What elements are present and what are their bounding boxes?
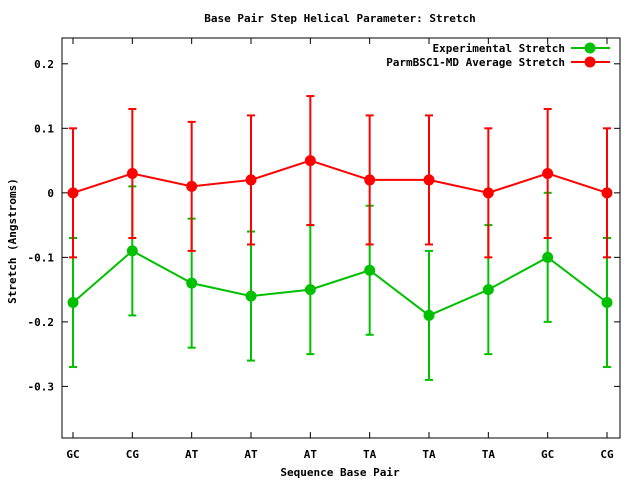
data-point (423, 174, 435, 186)
series-line (72, 159, 608, 194)
series-layer (67, 95, 613, 381)
data-point (423, 309, 435, 321)
legend-marker (584, 42, 596, 54)
legend-marker (584, 56, 596, 68)
x-tick-label: TA (422, 448, 436, 461)
x-tick-label: GC (541, 448, 554, 461)
y-axis-ticks: 0.2 0.1 0 -0.1 -0.2 -0.3 (28, 58, 620, 393)
legend-label: ParmBSC1-MD Average Stretch (386, 56, 565, 69)
legend-label: Experimental Stretch (433, 42, 565, 55)
data-point (186, 277, 198, 289)
plot-frame (61, 37, 621, 439)
data-point (364, 264, 376, 276)
data-point (542, 167, 554, 179)
x-axis-label: Sequence Base Pair (280, 466, 400, 479)
data-point (601, 297, 613, 309)
x-tick-label: AT (185, 448, 199, 461)
data-point (67, 187, 79, 199)
series-line (72, 249, 608, 317)
series-1 (67, 185, 613, 381)
chart-title: Base Pair Step Helical Parameter: Stretc… (204, 12, 476, 25)
data-point (126, 245, 138, 257)
y-axis-label: Stretch (Angstroms) (6, 178, 19, 304)
data-point (304, 155, 316, 167)
data-point (482, 284, 494, 296)
x-tick-label: CG (126, 448, 140, 461)
x-tick-label: CG (600, 448, 614, 461)
data-point (245, 174, 257, 186)
data-point (245, 290, 257, 302)
data-point (304, 284, 316, 296)
x-tick-label: GC (66, 448, 79, 461)
y-tick-label: 0.2 (34, 58, 54, 71)
x-tick-label: TA (482, 448, 496, 461)
y-tick-label: -0.3 (28, 380, 55, 393)
x-axis-ticks: GC CG AT AT AT TA TA TA GC CG (66, 38, 614, 461)
data-point (482, 187, 494, 199)
x-tick-label: AT (244, 448, 258, 461)
series-2 (67, 95, 613, 259)
data-point (186, 180, 198, 192)
y-tick-label: -0.1 (28, 251, 55, 264)
data-point (126, 167, 138, 179)
data-point (601, 187, 613, 199)
y-tick-label: 0 (47, 187, 54, 200)
x-tick-label: AT (304, 448, 318, 461)
data-point (364, 174, 376, 186)
y-tick-label: -0.2 (28, 316, 55, 329)
x-tick-label: TA (363, 448, 377, 461)
data-point (67, 297, 79, 309)
data-point (542, 251, 554, 263)
y-tick-label: 0.1 (34, 122, 54, 135)
